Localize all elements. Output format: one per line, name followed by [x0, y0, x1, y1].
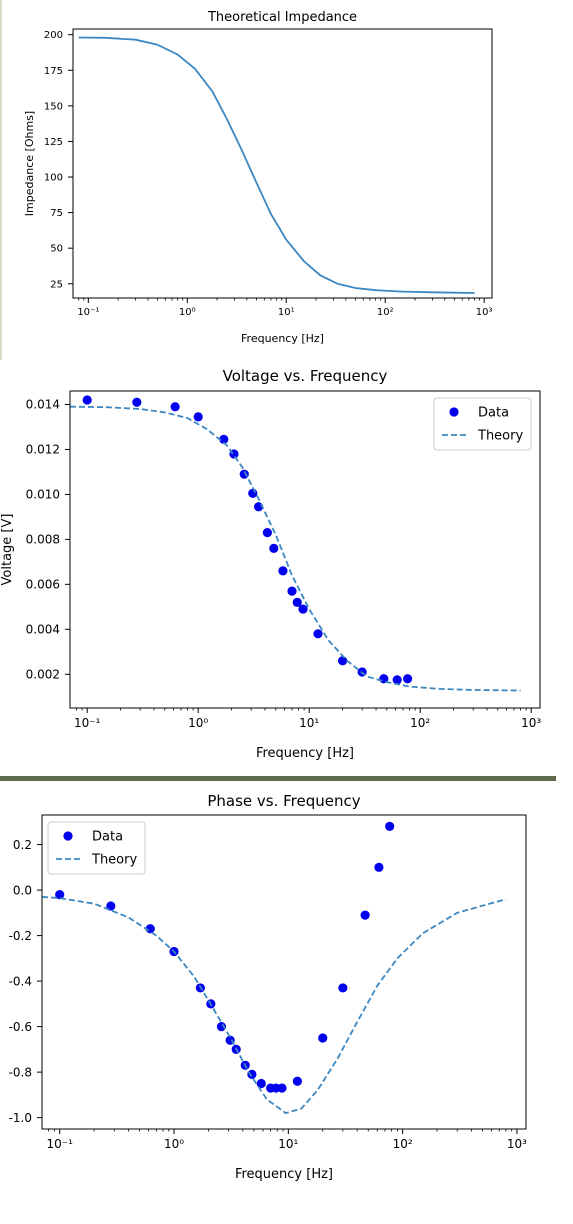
y-tick-label: 0.0 [13, 883, 32, 897]
x-tick-label: 10³ [476, 307, 493, 318]
x-tick-label: 10³ [507, 1137, 527, 1151]
data-point [338, 656, 348, 666]
x-tick-label: 10² [393, 1137, 413, 1151]
data-point [292, 597, 302, 607]
data-point [385, 821, 395, 831]
data-point [106, 901, 116, 911]
series-line-theory [69, 405, 521, 692]
y-tick-label: 0.004 [26, 623, 60, 637]
data-point [247, 1069, 257, 1079]
plot-frame [69, 390, 541, 709]
legend-marker-data [63, 831, 73, 841]
data-point [219, 434, 229, 444]
data-point [403, 674, 413, 684]
legend: Data Theory [433, 397, 532, 451]
left-edge-stripe [0, 0, 2, 360]
data-point [292, 1076, 302, 1086]
y-tick-label: 0.2 [13, 838, 32, 852]
x-tick-label: 10⁰ [188, 716, 208, 730]
y-tick-label: 175 [44, 66, 63, 77]
y-tick-label: -0.2 [9, 929, 32, 943]
plot-frame [72, 28, 493, 299]
y-tick-label: -0.4 [9, 974, 32, 988]
x-axis-label: Frequency [Hz] [241, 332, 324, 345]
x-tick-label: 10⁻¹ [74, 716, 101, 730]
series-line-theory [41, 896, 507, 1115]
chart-title: Phase vs. Frequency [207, 792, 360, 810]
y-tick-label: -0.6 [9, 1020, 32, 1034]
chart-title: Theoretical Impedance [207, 10, 357, 25]
x-axis-label: Frequency [Hz] [235, 1167, 333, 1182]
y-axis-label: Impedance [Ohms] [23, 111, 36, 216]
chart-title: Voltage vs. Frequency [223, 367, 388, 385]
y-tick-label: 0.006 [26, 578, 60, 592]
data-point [170, 402, 180, 412]
legend: Data Theory [47, 821, 146, 875]
x-tick-label: 10² [377, 307, 394, 318]
data-point [193, 412, 203, 422]
y-tick-label: 200 [44, 30, 63, 41]
x-axis-label: Frequency [Hz] [256, 746, 354, 761]
x-tick-label: 10¹ [278, 307, 295, 318]
x-tick-label: 10⁻¹ [46, 1137, 73, 1151]
legend-label-theory: Theory [91, 853, 137, 868]
data-point [239, 469, 249, 479]
data-point [248, 488, 258, 498]
data-point [313, 629, 323, 639]
legend-marker-data [449, 407, 459, 417]
phase-chart: Phase vs. Frequency 10⁻¹ 10⁰ 10¹ 10² 10³ 0.2 0.… [9, 792, 528, 1182]
y-tick-label: 50 [50, 244, 63, 255]
x-tick-label: 10¹ [299, 716, 319, 730]
impedance-chart: Theoretical Impedance 10⁻¹ 10⁰ 10¹ 10² 10³ 25 5… [23, 10, 493, 345]
y-tick-label: 75 [50, 208, 63, 219]
data-point [269, 543, 279, 553]
legend-label-theory: Theory [477, 429, 523, 444]
data-point [55, 890, 65, 900]
data-point [277, 1083, 287, 1093]
plot-frame [41, 814, 527, 1130]
x-tick-label: 10¹ [278, 1137, 298, 1151]
panel-divider [0, 776, 556, 781]
data-point [374, 862, 384, 872]
y-tick-label: -0.8 [9, 1065, 32, 1079]
y-tick-label: 25 [50, 279, 63, 290]
y-axis-label: Voltage [V] [0, 514, 15, 586]
data-point [318, 1033, 328, 1043]
x-tick-label: 10⁻¹ [77, 307, 99, 318]
data-point [338, 983, 348, 993]
y-tick-label: 0.002 [26, 667, 60, 681]
data-point [287, 586, 297, 596]
data-point [132, 397, 142, 407]
x-tick-label: 10² [410, 716, 430, 730]
series-line-main [78, 36, 475, 294]
y-tick-label: 100 [44, 173, 63, 184]
data-point [216, 1022, 227, 1032]
y-tick-label: 0.008 [26, 533, 60, 547]
data-point [360, 910, 370, 920]
y-tick-label: 0.010 [26, 488, 60, 502]
y-tick-label: -1.0 [9, 1111, 32, 1125]
voltage-chart: Voltage vs. Frequency 10⁻¹ 10⁰ 10¹ 10² 10³ 0.0… [0, 367, 541, 761]
legend-label-data: Data [92, 830, 123, 845]
x-tick-label: 10³ [521, 716, 541, 730]
data-point [278, 566, 288, 576]
y-tick-label: 150 [44, 101, 63, 112]
data-point [298, 604, 308, 614]
y-tick-label: 125 [44, 137, 63, 148]
x-tick-label: 10⁰ [179, 307, 196, 318]
data-point [392, 675, 402, 685]
y-tick-label: 0.014 [26, 398, 60, 412]
legend-label-data: Data [478, 406, 509, 421]
data-point [262, 528, 272, 538]
y-tick-label: 0.012 [26, 443, 60, 457]
x-tick-label: 10⁰ [164, 1137, 184, 1151]
data-point [256, 1078, 266, 1089]
data-point [82, 395, 92, 405]
